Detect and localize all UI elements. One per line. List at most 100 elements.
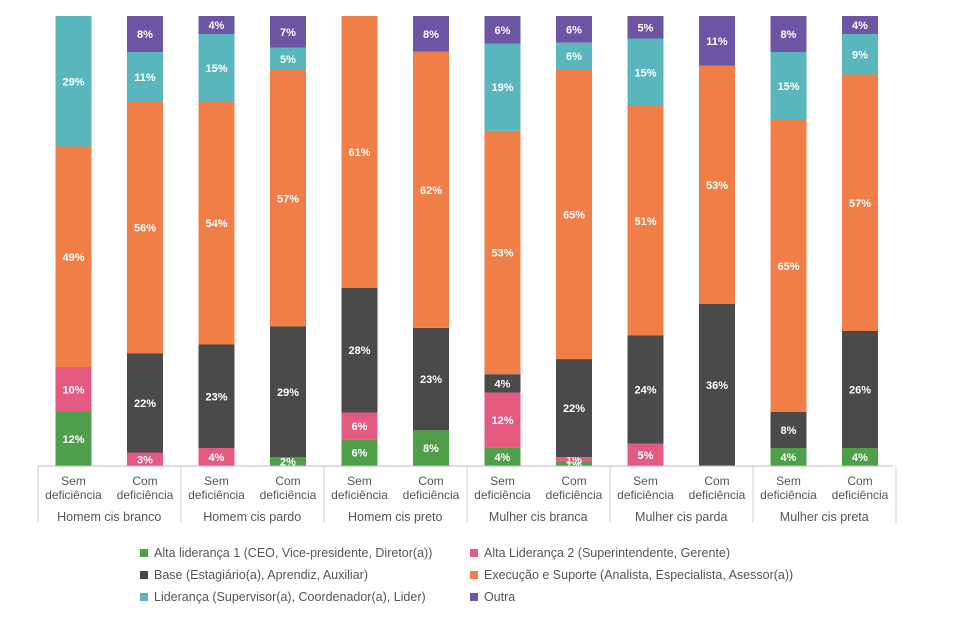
data-label: 5% [638,450,654,462]
bar-segment [770,412,807,448]
legend-swatch [140,549,148,557]
data-label: 7% [280,27,296,39]
x-tick-label: Com deficiência [260,474,317,502]
bar-segment [770,16,807,52]
data-label: 4% [495,378,511,390]
data-label: 65% [563,209,585,221]
data-label: 29% [62,76,84,88]
data-label: 8% [781,29,797,41]
data-label: 12% [62,434,84,446]
bar-segment [198,344,235,448]
x-tick-label: Sem deficiência [331,474,388,502]
x-tick-label: Com deficiência [689,474,746,502]
data-label: 4% [209,452,225,464]
bar-segment [270,16,306,48]
group-label: Homem cis branco [57,510,161,524]
data-label: 6% [566,24,582,36]
legend-label: Liderança (Supervisor(a), Coordenador(a)… [154,590,426,604]
group-label: Mulher cis preta [780,510,869,524]
data-label: 22% [563,403,585,415]
bar-segment [127,52,163,102]
bar-segment [770,448,807,466]
bar-segment [556,16,592,43]
legend-label: Base (Estagiário(a), Aprendiz, Auxiliar) [154,568,368,582]
data-label: 15% [634,67,656,79]
bar-segment [484,392,521,448]
bar-segment [270,47,306,70]
bar-segment [842,16,878,34]
data-label: 2% [280,457,296,469]
bar-segment [627,38,664,106]
data-label: 4% [852,452,868,464]
bar-segment [341,16,378,288]
data-label: 8% [781,425,797,437]
x-tick-label: Sem deficiência [45,474,102,502]
x-tick-label: Sem deficiência [760,474,817,502]
data-label: 1% [566,459,582,471]
legend-item: Base (Estagiário(a), Aprendiz, Auxiliar) [140,568,470,582]
data-label: 4% [209,20,225,32]
bar-segment [627,335,664,444]
bar-segment [198,101,235,345]
data-label: 28% [348,345,370,357]
bar-segment [556,359,592,458]
bar-segment [699,65,735,304]
bar-segment [484,374,521,393]
bar-segment [55,367,92,412]
bar-segment [127,353,163,453]
bar-segment [270,457,306,466]
data-label: 10% [62,385,84,397]
data-label: 23% [205,391,227,403]
bar-segment [842,331,878,448]
data-label: 19% [491,82,513,94]
data-label: 51% [634,216,656,228]
x-tick-label: Com deficiência [832,474,889,502]
data-label: 49% [62,252,84,264]
bar-segment [484,130,521,375]
legend-swatch [140,571,148,579]
data-label: 11% [706,36,728,48]
bar-segment [55,16,92,147]
bar-segment [127,101,163,354]
data-label: 8% [423,29,439,41]
legend-label: Alta liderança 1 (CEO, Vice-presidente, … [154,546,433,560]
bar-segment [127,452,163,466]
data-label: 4% [495,452,511,464]
bar-segment [413,51,449,328]
chart-legend: Alta liderança 1 (CEO, Vice-presidente, … [140,546,860,604]
group-label: Homem cis preto [348,510,443,524]
data-label: 1% [566,454,582,466]
bar-segment [556,69,592,360]
data-label: 12% [491,415,513,427]
legend-item: Liderança (Supervisor(a), Coordenador(a)… [140,590,470,604]
bar-segment [270,70,306,327]
data-label: 3% [137,454,153,466]
bar-segment [413,327,449,431]
bar-segment [341,412,378,440]
legend-swatch [470,549,478,557]
bar-segment [198,34,235,102]
data-label: 11% [134,72,156,84]
data-label: 22% [134,398,156,410]
data-label: 57% [849,198,871,210]
legend-label: Outra [484,590,516,604]
legend-swatch [470,593,478,601]
legend-swatch [470,571,478,579]
data-label: 4% [852,20,868,32]
bar-segment [198,16,235,34]
bar-segment [341,439,378,466]
x-tick-label: Com deficiência [403,474,460,502]
bar-segment [627,16,664,39]
data-label: 6% [566,51,582,63]
x-tick-label: Sem deficiência [617,474,674,502]
x-tick-label: Sem deficiência [188,474,245,502]
data-label: 62% [420,185,442,197]
legend-item: Execução e Suporte (Analista, Especialis… [470,568,860,582]
legend-swatch [140,593,148,601]
bar-segment [484,16,521,44]
stacked-bar-chart: 12% 10% 49% 29% 3% 22% 56% 11% 8% 4% 23% 54% 15% 4% 2%… [37,16,897,524]
data-label: 24% [634,385,656,397]
legend-label: Execução e Suporte (Analista, Especialis… [484,568,794,582]
group-label: Mulher cis parda [635,510,727,524]
bar-segment [842,448,878,466]
